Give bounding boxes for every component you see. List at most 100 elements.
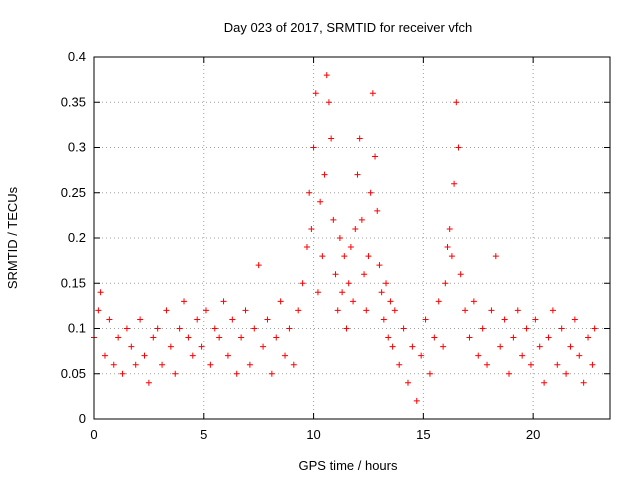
data-point [523,325,530,332]
data-point [383,280,390,287]
data-point [273,334,280,341]
data-point [141,352,148,359]
data-point [527,361,534,368]
data-points [91,72,598,404]
data-point [282,352,289,359]
x-axis-label: GPS time / hours [299,458,398,473]
data-point [435,298,442,305]
data-point [361,271,368,278]
data-point [431,334,438,341]
data-point [532,316,539,323]
data-point [457,271,464,278]
data-point [106,316,113,323]
data-point [442,280,449,287]
data-point [317,198,324,205]
axis-ticks: 0 0.05 0.1 0.15 0.2 0.25 0.3 0.35 0.4 0 5 10 15 20 [61,49,610,442]
data-point [277,298,284,305]
data-point [202,307,209,314]
data-point [426,370,433,377]
y-tick-label: 0.3 [68,140,86,155]
data-point [332,271,339,278]
data-point [339,289,346,296]
data-point [400,325,407,332]
data-point [475,352,482,359]
data-point [462,307,469,314]
data-point [554,361,561,368]
data-point [580,379,587,386]
data-point [358,216,365,223]
data-point [479,325,486,332]
data-point [571,316,578,323]
data-point [444,244,451,251]
data-point [306,189,313,196]
data-point [224,352,231,359]
data-point [145,379,152,386]
data-point [413,397,420,404]
data-point [451,180,458,187]
data-point [352,225,359,232]
y-tick-label: 0 [79,411,86,426]
data-point [541,379,548,386]
data-point [470,298,477,305]
data-point [563,370,570,377]
data-point [347,244,354,251]
data-point [345,280,352,287]
y-tick-label: 0.35 [61,94,86,109]
data-point [378,289,385,296]
data-point [356,135,363,142]
data-point [501,316,508,323]
chart-title: Day 023 of 2017, SRMTID for receiver vfc… [224,20,473,35]
data-point [350,298,357,305]
data-point [488,307,495,314]
data-point [409,343,416,350]
y-tick-label: 0.25 [61,185,86,200]
data-point [589,361,596,368]
data-point [380,316,387,323]
data-point [308,225,315,232]
data-point [374,207,381,214]
data-point [123,325,130,332]
data-point [194,316,201,323]
data-point [286,325,293,332]
y-axis-label: SRMTID / TECUs [5,186,20,289]
data-point [585,334,592,341]
data-point [137,316,144,323]
data-point [328,135,335,142]
y-tick-label: 0.15 [61,275,86,290]
data-point [369,90,376,97]
data-point [519,352,526,359]
data-point [110,361,117,368]
data-point [385,334,392,341]
data-point [365,253,372,260]
data-point [389,343,396,350]
data-point [264,316,271,323]
data-point [163,307,170,314]
data-point [363,307,370,314]
data-point [176,325,183,332]
data-point [95,307,102,314]
data-point [418,352,425,359]
data-point [466,334,473,341]
data-point [310,144,317,151]
data-point [229,316,236,323]
data-point [150,334,157,341]
data-point [260,343,267,350]
data-point [251,325,258,332]
data-point [299,280,306,287]
x-tick-label: 15 [416,427,430,442]
data-point [167,343,174,350]
data-point [404,379,411,386]
data-point [319,253,326,260]
data-point [216,334,223,341]
data-point [545,334,552,341]
data-point [376,262,383,269]
y-tick-label: 0.4 [68,49,86,64]
x-tick-label: 10 [306,427,320,442]
data-point [549,307,556,314]
data-point [343,325,350,332]
data-point [391,307,398,314]
data-point [330,216,337,223]
x-tick-label: 20 [526,427,540,442]
data-point [453,99,460,106]
